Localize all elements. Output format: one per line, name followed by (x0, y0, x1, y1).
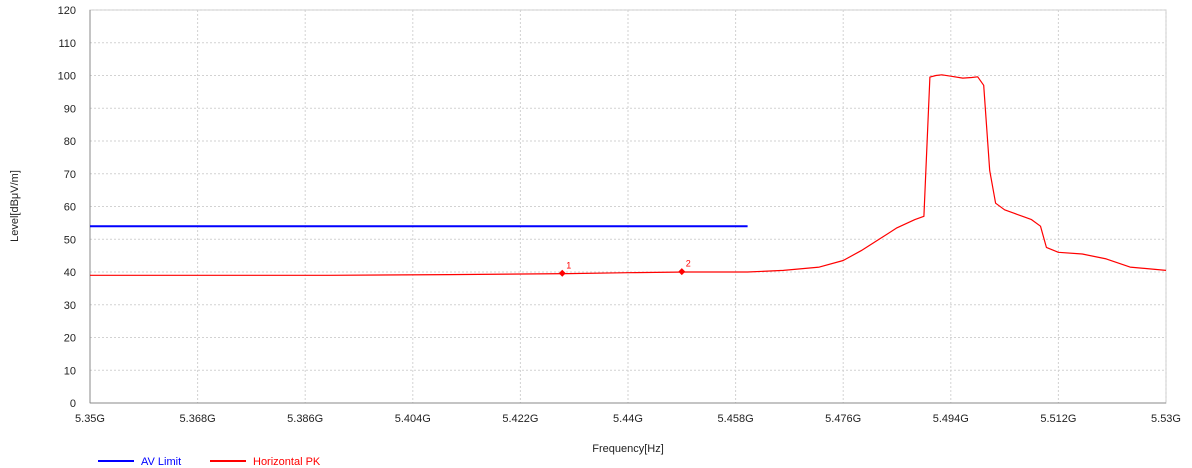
x-tick-label: 5.386G (287, 413, 323, 425)
legend-label: AV Limit (141, 456, 181, 468)
x-tick-label: 5.422G (502, 413, 538, 425)
y-tick-label: 90 (64, 103, 76, 115)
x-tick-label: 5.458G (718, 413, 754, 425)
y-tick-label: 20 (64, 333, 76, 345)
x-tick-label: 5.476G (825, 413, 861, 425)
series (90, 74, 1167, 276)
y-tick-label: 120 (58, 5, 76, 17)
y-tick-label: 80 (64, 136, 76, 148)
y-tick-label: 30 (64, 300, 76, 312)
marker-label: 1 (566, 260, 571, 270)
grid (89, 9, 1167, 404)
y-tick-label: 100 (58, 71, 76, 83)
y-tick-label: 40 (64, 267, 76, 279)
x-tick-label: 5.35G (75, 413, 105, 425)
y-tick-label: 70 (64, 169, 76, 181)
y-axis-title: Level[dBμV/m] (9, 170, 21, 242)
x-tick-label: 5.494G (933, 413, 969, 425)
y-tick-labels: 0 10 20 30 40 50 60 70 80 90 100 110 120 (58, 5, 76, 410)
x-axis-title: Frequency[Hz] (592, 443, 664, 455)
y-tick-label: 60 (64, 202, 76, 214)
x-tick-label: 5.512G (1040, 413, 1076, 425)
y-tick-label: 110 (58, 38, 76, 50)
x-tick-labels: 5.35G 5.368G 5.386G 5.404G 5.422G 5.44G 5.458G… (75, 413, 1181, 425)
axes (89, 10, 1166, 404)
y-tick-label: 10 (64, 365, 76, 377)
marker-point (558, 269, 566, 277)
x-tick-label: 5.53G (1151, 413, 1181, 425)
x-tick-label: 5.368G (180, 413, 216, 425)
y-tick-label: 0 (70, 398, 76, 410)
legend: AV Limit Horizontal PK (98, 456, 321, 468)
y-tick-label: 50 (64, 234, 76, 246)
marker-point (678, 268, 686, 276)
marker-label: 2 (686, 259, 691, 269)
series-line-horizontal-pk (90, 74, 1167, 276)
x-tick-label: 5.44G (613, 413, 643, 425)
x-tick-label: 5.404G (395, 413, 431, 425)
legend-label: Horizontal PK (253, 456, 321, 468)
